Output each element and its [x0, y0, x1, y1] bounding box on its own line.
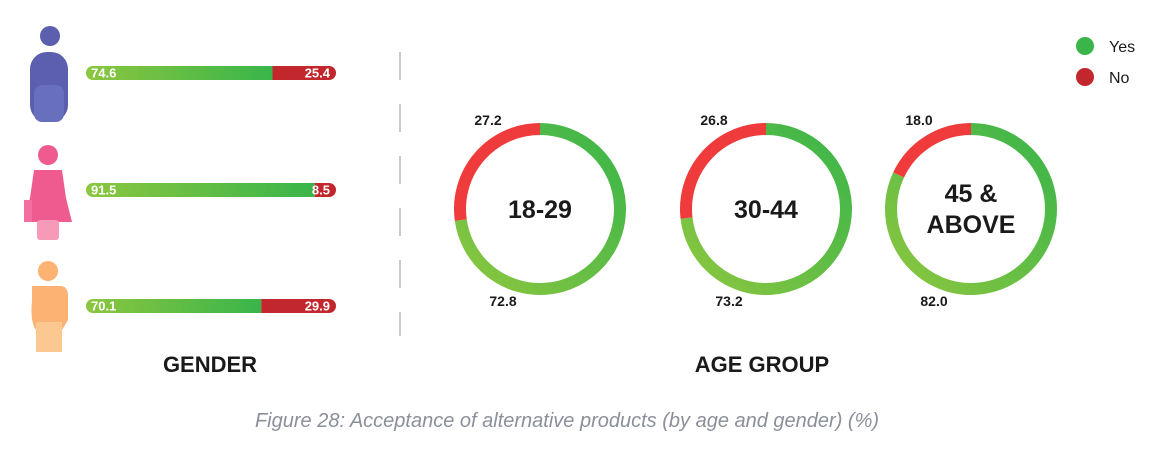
donut-no-arc: [454, 123, 541, 221]
donut-center-label: 18-29: [508, 196, 572, 224]
figure-caption: Figure 28: Acceptance of alternative pro…: [255, 410, 879, 432]
gender-bar-no: [314, 183, 336, 197]
gender-bar-yes: [86, 299, 262, 313]
gender-bar-yes: [86, 183, 315, 197]
gender-no-label: 8.5: [312, 183, 330, 198]
legend-no-label: No: [1109, 70, 1130, 87]
gender-no-label: 29.9: [305, 299, 330, 314]
gender-yes-label: 91.5: [91, 183, 116, 198]
gender-bar-group: 74.6 25.4 91.5 8.5 70.1 29.9: [86, 66, 336, 314]
donut-no-value-label: 27.2: [474, 112, 501, 128]
legend: Yes No: [1076, 37, 1135, 87]
gender-no-label: 25.4: [305, 66, 331, 81]
gender-title: GENDER: [163, 352, 257, 377]
donut-no-value-label: 26.8: [700, 112, 727, 128]
age-donut-group: 18-29 27.2 72.8 30-44 26.8 73.2 45 & ABOVE 18.0 8…: [454, 112, 1057, 309]
donut-no-arc: [893, 123, 972, 178]
female-icon: [24, 145, 72, 240]
donut-yes-value-label: 73.2: [715, 293, 742, 309]
gender-bar-yes: [86, 66, 273, 80]
donut-center-label: 45 &: [945, 180, 998, 208]
gender-bar-no: [261, 299, 336, 313]
gender-yes-label: 70.1: [91, 299, 116, 314]
donut-no-arc: [680, 123, 767, 219]
donut-center-label: ABOVE: [927, 211, 1016, 239]
donut-no-value-label: 18.0: [905, 112, 932, 128]
donut-yes-arc: [885, 123, 1057, 295]
age-group-title: AGE GROUP: [695, 352, 829, 377]
legend-no-swatch: [1076, 68, 1094, 86]
gender-yes-label: 74.6: [91, 66, 116, 81]
donut-center-label: 30-44: [734, 196, 798, 224]
male-icon: [30, 26, 68, 122]
person-icon: [31, 261, 68, 352]
donut-yes-arc: [454, 123, 626, 295]
donut-yes-value-label: 72.8: [489, 293, 516, 309]
donut-yes-arc: [680, 123, 852, 295]
legend-yes-label: Yes: [1109, 39, 1135, 56]
legend-yes-swatch: [1076, 37, 1094, 55]
gender-bar-no: [272, 66, 336, 80]
donut-yes-value-label: 82.0: [920, 293, 947, 309]
